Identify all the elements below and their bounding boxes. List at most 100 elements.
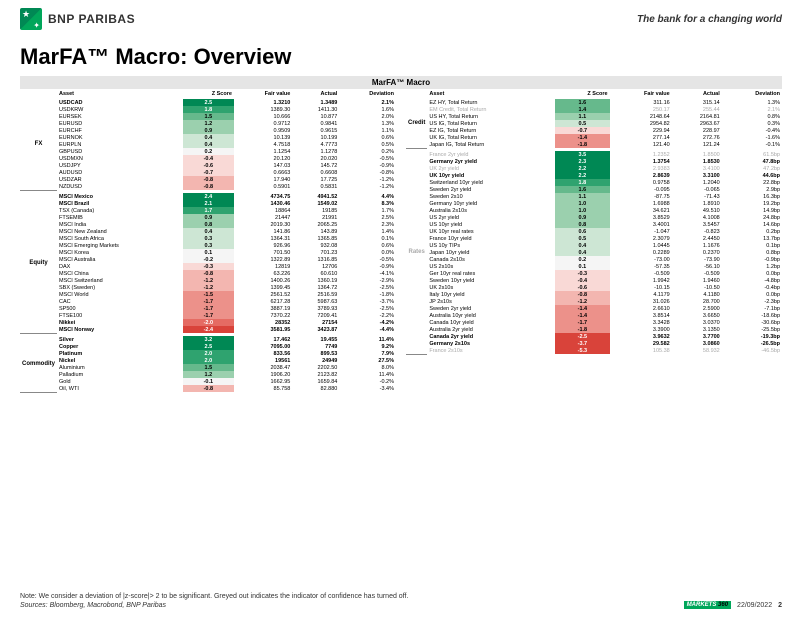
z-score: 1.5 <box>183 364 234 371</box>
cell-ac: 3.1350 <box>672 326 722 333</box>
asset-name: Nikkei <box>57 319 183 326</box>
z-score: -0.6 <box>555 284 609 291</box>
asset-name: MSCI India <box>57 221 183 228</box>
cell-fv: 18864 <box>234 207 292 214</box>
cell-fv: 1.3210 <box>234 99 292 106</box>
cell-ac: 4.7773 <box>292 141 339 148</box>
bnp-logo-icon <box>20 8 42 30</box>
cell-fv: 4734.75 <box>234 193 292 200</box>
asset-name: Ger 10yr real rates <box>427 270 555 277</box>
cell-ac: 1.1676 <box>672 242 722 249</box>
table-row: US 10y TIPs0.41.04451.16760.1bp <box>406 242 782 249</box>
z-score: 1.0 <box>555 207 609 214</box>
z-score: -1.2 <box>555 298 609 305</box>
table-row: Australia 10yr yield-1.43.85143.6650-18.… <box>406 312 782 319</box>
cell-ac: 1316.85 <box>292 256 339 263</box>
cell-dv: -0.1% <box>722 141 782 148</box>
cell-dv: 9.2% <box>339 343 396 350</box>
z-score: -1.4 <box>555 312 609 319</box>
category-label: FX <box>20 99 57 190</box>
cell-fv: 7370.22 <box>234 312 292 319</box>
table-row: TSX (Canada)1.718864191851.7% <box>20 207 396 214</box>
cell-fv: 0.5901 <box>234 183 292 190</box>
table-row: US 10yr yield0.83.40013.545714.6bp <box>406 221 782 228</box>
asset-name: Australia 2s10s <box>427 207 555 214</box>
cell-ac: 121.24 <box>672 141 722 148</box>
cell-ac: 1.2040 <box>672 179 722 186</box>
asset-name: EURCHF <box>57 127 183 134</box>
table-row: USDMXN-0.420.12020.020-0.5% <box>20 155 396 162</box>
table-row: MSCI New Zealand0.4141.86143.891.4% <box>20 228 396 235</box>
asset-name: Sweden 2yr yield <box>427 305 555 312</box>
cell-fv: 2.3079 <box>610 235 672 242</box>
table-row: Sweden 2yr yield1.6-0.095-0.0652.9bp <box>406 186 782 193</box>
table-row: SP500-1.73887.193789.93-2.5% <box>20 305 396 312</box>
cell-dv: 1.1% <box>339 127 396 134</box>
cell-fv: 3.3428 <box>610 319 672 326</box>
asset-name: Australia 2yr yield <box>427 326 555 333</box>
asset-name: MSCI Emerging Markets <box>57 242 183 249</box>
cell-ac: 1.8500 <box>672 151 722 158</box>
table-row: MSCI Korea0.1701.50701.230.0% <box>20 249 396 256</box>
table-row: UK 10yr real rates0.6-1.047-0.8230.2bp <box>406 228 782 235</box>
cell-fv: 0.2289 <box>610 249 672 256</box>
asset-name: US IG, Total Return <box>427 120 555 127</box>
cell-fv: 0.9758 <box>610 179 672 186</box>
cell-ac: 1411.30 <box>292 106 339 113</box>
asset-name: MSCI Switzerland <box>57 277 183 284</box>
cell-dv: 1.3% <box>339 120 396 127</box>
asset-name: EURNOK <box>57 134 183 141</box>
table-row: MSCI South Africa0.31364.311365.850.1% <box>20 235 396 242</box>
right-table: AssetZ ScoreFair valueActualDeviationCre… <box>406 89 782 357</box>
cell-fv: 1.9942 <box>610 277 672 284</box>
z-score: -1.8 <box>555 326 609 333</box>
table-row: JP 2s10s-1.231.02628.700-2.3bp <box>406 298 782 305</box>
cell-ac: 2065.25 <box>292 221 339 228</box>
cell-ac: 143.89 <box>292 228 339 235</box>
cell-fv: -57.35 <box>610 263 672 270</box>
cell-dv: -4.8bp <box>722 277 782 284</box>
cell-fv: 10.666 <box>234 113 292 120</box>
cell-ac: 20.020 <box>292 155 339 162</box>
category-label: Commodity <box>20 336 57 392</box>
cell-dv: 0.0% <box>339 249 396 256</box>
cell-fv: 1399.45 <box>234 284 292 291</box>
cell-dv: -4.1% <box>339 270 396 277</box>
left-table: AssetZ ScoreFair valueActualDeviationFXU… <box>20 89 396 395</box>
cell-dv: 24.8bp <box>722 214 782 221</box>
asset-name: EURSEK <box>57 113 183 120</box>
cell-fv: 12819 <box>234 263 292 270</box>
z-score: -1.7 <box>183 305 234 312</box>
z-score: -1.5 <box>183 291 234 298</box>
table-row: MSCI China-0.863.22660.610-4.1% <box>20 270 396 277</box>
table-row: RatesFrance 2yr yield3.51.23521.850061.5… <box>406 151 782 158</box>
table-row: Sweden 2s101.1-87.75-71.4316.3bp <box>406 193 782 200</box>
cell-ac: 19185 <box>292 207 339 214</box>
cell-ac: 2202.50 <box>292 364 339 371</box>
cell-dv: 0.6% <box>339 242 396 249</box>
cell-ac: 19.455 <box>292 336 339 343</box>
cell-ac: 1.3489 <box>292 99 339 106</box>
cell-dv: 44.6bp <box>722 172 782 179</box>
cell-dv: -0.8% <box>339 169 396 176</box>
z-score: -1.7 <box>183 312 234 319</box>
table-row: UK 10yr yield2.22.86393.310044.6bp <box>406 172 782 179</box>
cell-fv: 701.50 <box>234 249 292 256</box>
z-score: 0.4 <box>183 141 234 148</box>
cell-fv: 1430.46 <box>234 200 292 207</box>
brand-name: BNP PARIBAS <box>48 12 135 26</box>
z-score: 1.8 <box>555 179 609 186</box>
table-row: CAC-1.76217.285987.63-3.7% <box>20 298 396 305</box>
cell-ac: 3.4100 <box>672 165 722 172</box>
cell-dv: 0.0bp <box>722 270 782 277</box>
cell-dv: -3.4% <box>339 385 396 392</box>
cell-ac: 58.932 <box>672 347 722 354</box>
table-row: EURPLN0.44.75184.77730.5% <box>20 141 396 148</box>
z-score: 0.4 <box>555 242 609 249</box>
z-score: 0.9 <box>555 214 609 221</box>
cell-ac: 3.0370 <box>672 319 722 326</box>
cell-ac: 1.1278 <box>292 148 339 155</box>
cell-fv: 2.8639 <box>610 172 672 179</box>
cell-ac: 0.6608 <box>292 169 339 176</box>
cell-dv: 8.0% <box>339 364 396 371</box>
